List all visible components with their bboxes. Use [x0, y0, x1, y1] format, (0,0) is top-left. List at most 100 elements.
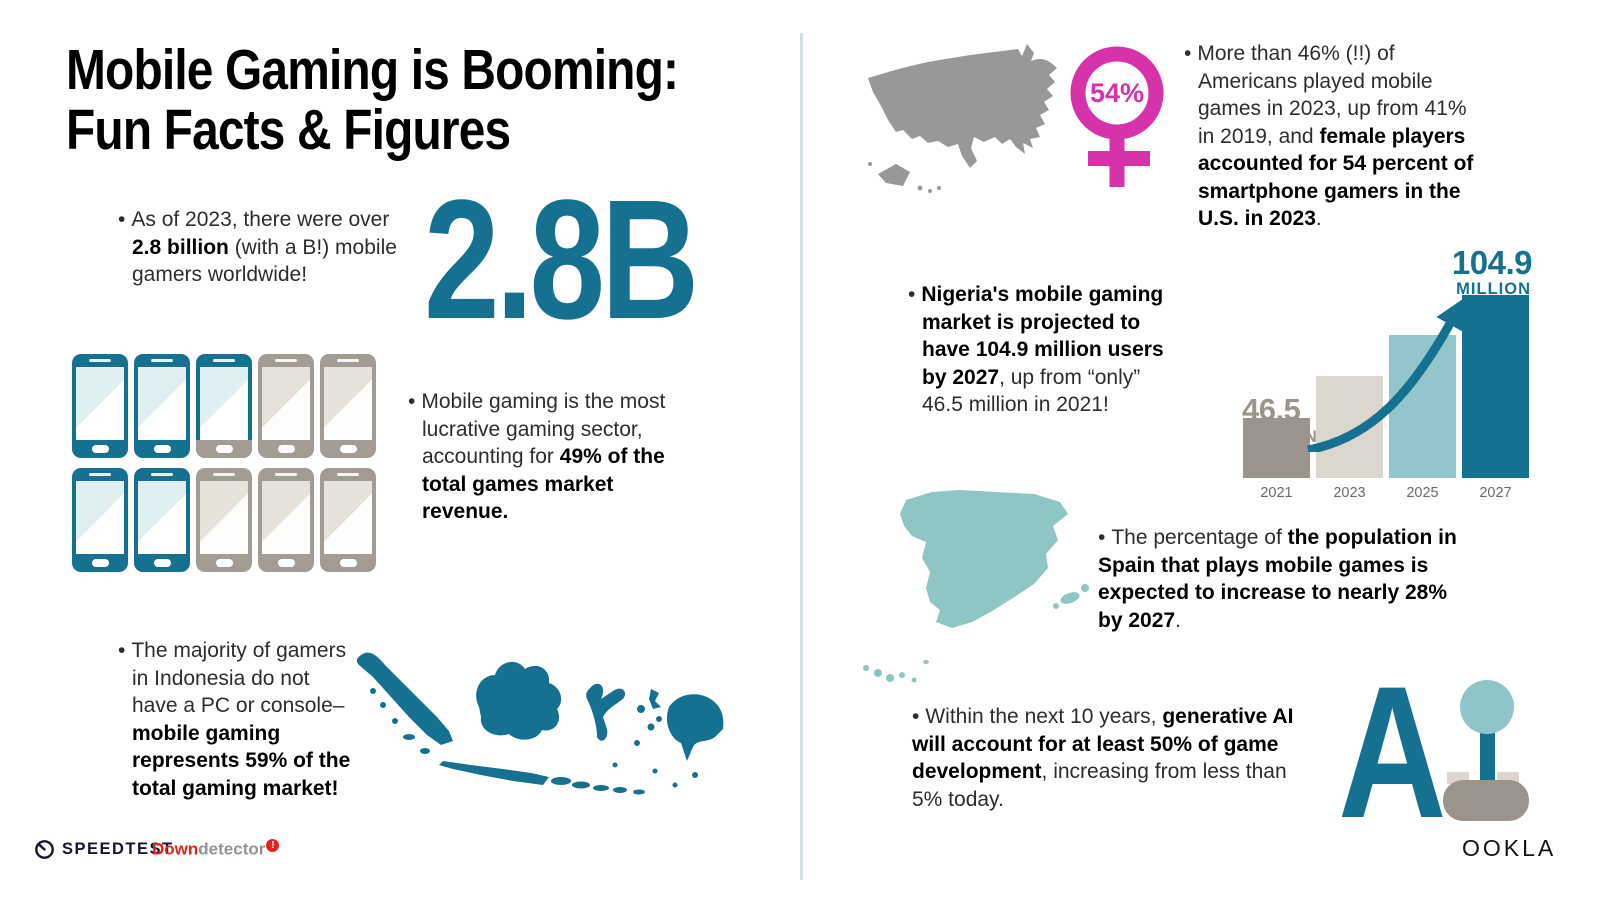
nigeria-users-bar-chart: 104.9 MILLION 46.5 MILLION 2021202320252…	[1218, 244, 1534, 502]
phone-frame-part	[258, 468, 314, 481]
text-segment: Nigeria's mobile gaming market is projec…	[921, 283, 1164, 389]
fact-worldwide-gamers: • As of 2023, there were over 2.8 billion…	[118, 206, 414, 289]
phone-frame-part	[320, 354, 376, 367]
phone-frame-part	[134, 554, 190, 572]
fact-revenue: • Mobile gaming is the most lucrative gam…	[408, 388, 676, 526]
phone-frame-part	[134, 354, 190, 367]
fact-usa-text: More than 46% (!!) of Americans played m…	[1197, 42, 1473, 230]
fact-nigeria: • Nigeria's mobile gaming market is proje…	[908, 281, 1186, 419]
fact-usa: • More than 46% (!!) of Americans played …	[1184, 40, 1488, 233]
bullet: •	[908, 283, 916, 306]
text-segment: More than 46% (!!) of Americans played m…	[1197, 42, 1467, 148]
phone-frame-part	[196, 440, 252, 458]
text-segment: 49% of the total games market revenue.	[422, 445, 665, 523]
phone-frame-part	[320, 468, 376, 481]
ookla-logo: OOKLA	[1462, 835, 1557, 861]
phone-screen	[138, 481, 186, 554]
chart-bar-2021	[1243, 418, 1310, 478]
phone-frame-part	[196, 468, 252, 481]
text-segment: (with a B!) mobile gamers worldwide!	[132, 235, 397, 287]
indonesia-map-icon	[356, 652, 724, 795]
page-title-line1: Mobile Gaming is Booming:	[66, 38, 679, 102]
text-segment: generative AI will account for at least …	[912, 705, 1294, 783]
speedtest-logo: SPEEDTEST	[34, 839, 174, 860]
chart-year-label: 2021	[1260, 485, 1293, 501]
phone-frame-part	[196, 354, 252, 367]
downdetector-logo: Downdetector!	[152, 839, 280, 860]
phone-icon	[196, 468, 252, 572]
phone-frame-part	[320, 440, 376, 458]
chart-end-unit-label: MILLION	[1456, 280, 1531, 298]
phone-frame-part	[320, 554, 376, 572]
phone-frame-part	[134, 440, 190, 458]
text-segment: .	[1315, 207, 1322, 230]
phone-frame-part	[72, 354, 128, 367]
chart-end-value-label: 104.9	[1451, 244, 1533, 281]
bullet: •	[1184, 42, 1192, 65]
text-segment: Within the next 10 years,	[925, 705, 1163, 728]
phone-screen	[138, 367, 186, 440]
phone-screen	[200, 481, 248, 554]
text-segment: 2.8 billion	[132, 235, 229, 259]
phone-frame-part	[72, 468, 128, 481]
chart-year-label: 2027	[1479, 485, 1512, 501]
fact-generative-ai: • Within the next 10 years, generative AI…	[912, 703, 1312, 813]
fact-worldwide-text: As of 2023, there were over 2.8 billion …	[131, 208, 397, 286]
text-segment: the population in Spain that plays mobil…	[1098, 526, 1457, 632]
fact-indonesia: • The majority of gamers in Indonesia do …	[118, 637, 360, 802]
text-segment: The majority of gamers in Indonesia do n…	[131, 639, 347, 717]
phones-grid	[72, 354, 382, 572]
phone-icon	[134, 354, 190, 458]
spain-map-icon	[863, 490, 1089, 683]
phone-frame-part	[258, 354, 314, 367]
chart-year-label: 2025	[1406, 485, 1439, 501]
chart-bar-group: 2021	[1243, 418, 1310, 501]
phone-frame-part	[72, 440, 128, 458]
chart-bar-2025	[1389, 335, 1456, 478]
phone-screen	[76, 481, 124, 554]
phone-screen	[324, 367, 372, 440]
chart-bars: 2021 2023 2025 2027	[1243, 295, 1529, 501]
vertical-divider	[800, 33, 803, 880]
bullet: •	[1098, 526, 1106, 549]
phone-icon	[72, 354, 128, 458]
page-title-line2: Fun Facts & Figures	[66, 98, 511, 162]
phone-screen	[262, 481, 310, 554]
text-segment: .	[1175, 608, 1181, 632]
bullet: •	[408, 390, 416, 413]
bullet: •	[912, 705, 920, 728]
fact-revenue-text: Mobile gaming is the most lucrative gami…	[421, 390, 665, 523]
phone-icon	[196, 354, 252, 458]
speedtest-gauge-icon	[35, 840, 54, 859]
chart-year-label: 2023	[1333, 485, 1366, 501]
text-segment: , up from “only” 46.5 million in 2021!	[922, 365, 1141, 417]
phone-screen	[262, 367, 310, 440]
phone-frame-part	[258, 554, 314, 572]
text-segment: , increasing from less than 5% today.	[912, 760, 1287, 811]
phone-icon	[258, 468, 314, 572]
usa-map-icon	[868, 44, 1057, 193]
phone-screen	[324, 481, 372, 554]
text-segment: The percentage of	[1111, 526, 1288, 549]
big-stat-2-8b: 2.8B	[424, 165, 699, 355]
phone-frame-part	[72, 554, 128, 572]
chart-bar-2027	[1462, 295, 1529, 478]
phone-screen	[200, 367, 248, 440]
joystick-icon	[1443, 680, 1529, 821]
phone-frame-part	[134, 468, 190, 481]
speedtest-label: SPEEDTEST	[62, 840, 174, 858]
growth-arrow-icon	[1307, 298, 1465, 452]
phone-frame-part	[196, 554, 252, 572]
page-title: Mobile Gaming is Booming: Fun Facts & Fi…	[66, 40, 688, 160]
downdetector-badge-icon: !	[266, 839, 280, 852]
phone-icon	[258, 354, 314, 458]
downdetector-detector: detector	[198, 839, 266, 859]
female-percentage: 54%	[1090, 78, 1144, 108]
ai-letter-a: A	[1338, 647, 1447, 857]
fact-ai-text: Within the next 10 years, generative AI …	[912, 705, 1293, 811]
phone-screen	[76, 367, 124, 440]
bullet: •	[118, 208, 126, 231]
chart-bar-group: 2025	[1389, 335, 1456, 501]
phone-icon	[72, 468, 128, 572]
